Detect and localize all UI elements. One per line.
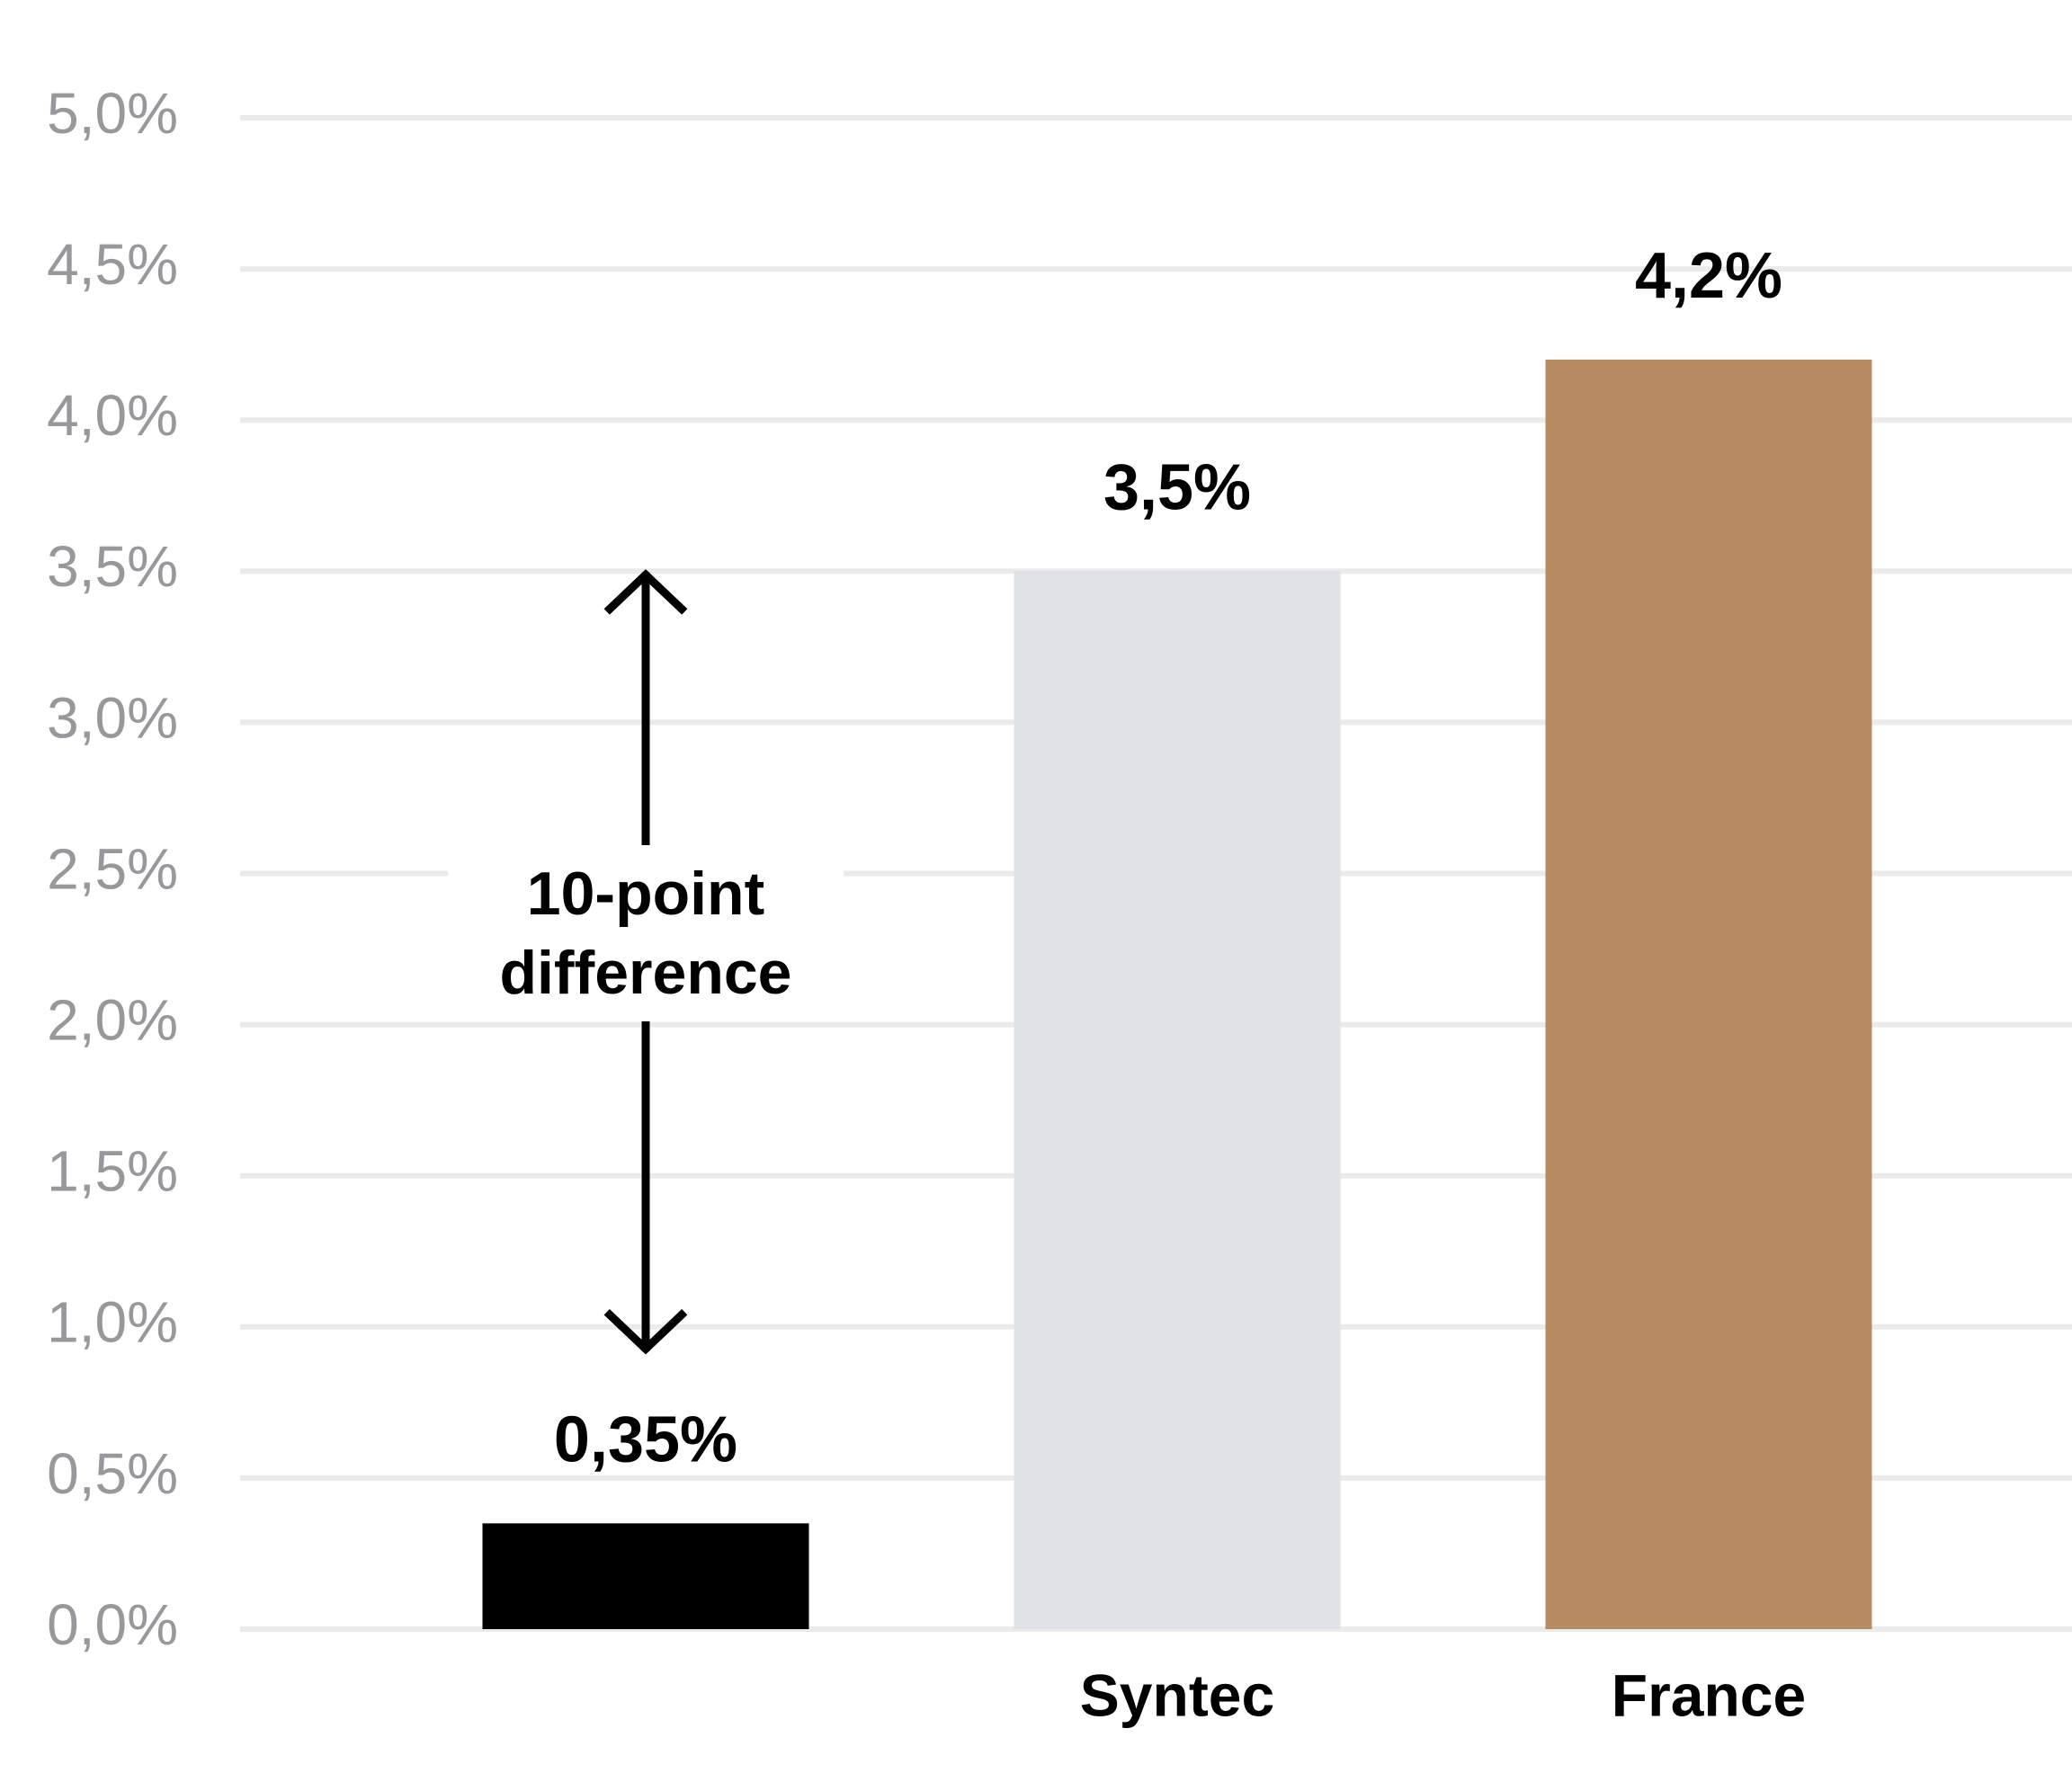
arrow-head bbox=[603, 1308, 688, 1355]
x-tick-label: France bbox=[1612, 1662, 1806, 1728]
value-label: 4,2% bbox=[1635, 240, 1782, 312]
y-tick-label: 2,0% bbox=[47, 988, 178, 1053]
y-tick-label: 4,0% bbox=[47, 383, 178, 448]
y-tick-label: 3,5% bbox=[47, 534, 178, 599]
bar bbox=[1014, 571, 1341, 1629]
y-tick-label: 3,0% bbox=[47, 685, 178, 750]
y-tick-label: 5,0% bbox=[47, 81, 178, 146]
bar bbox=[482, 1523, 809, 1629]
y-tick-label: 0,0% bbox=[47, 1592, 178, 1657]
y-tick-label: 2,5% bbox=[47, 836, 178, 901]
x-tick-label: Syntec bbox=[1080, 1662, 1274, 1728]
y-tick-label: 4,5% bbox=[47, 232, 178, 297]
value-label: 0,35% bbox=[554, 1403, 737, 1475]
y-tick-label: 1,0% bbox=[47, 1290, 178, 1355]
value-label: 3,5% bbox=[1103, 451, 1251, 523]
arrow-head bbox=[603, 569, 688, 615]
annotation: 10-point difference bbox=[448, 844, 844, 1021]
y-tick-label: 1,5% bbox=[47, 1139, 178, 1204]
bar bbox=[1545, 359, 1872, 1630]
y-tick-label: 0,5% bbox=[47, 1441, 178, 1506]
